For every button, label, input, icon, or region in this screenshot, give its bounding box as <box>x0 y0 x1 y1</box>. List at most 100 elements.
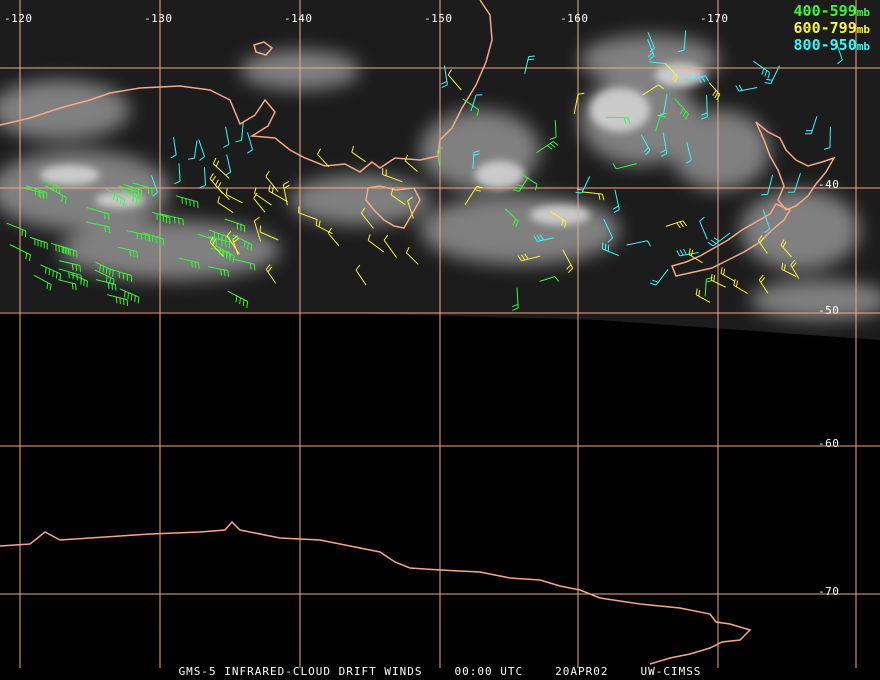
wind-barb <box>447 69 462 91</box>
wind-barb <box>835 41 843 65</box>
wind-barb <box>612 189 620 214</box>
wind-barb <box>684 75 710 83</box>
wind-barb <box>6 222 27 238</box>
caption-product: GMS-5 INFRARED-CLOUD DRIFT WINDS <box>178 665 423 678</box>
wind-barb <box>86 207 110 221</box>
wind-barb <box>57 279 77 291</box>
wind-barb <box>351 145 366 163</box>
wind-barb <box>224 218 246 233</box>
wind-barb <box>95 279 117 291</box>
wind-barb <box>85 221 111 234</box>
legend-range: 600-799 <box>793 19 857 37</box>
wind-barb <box>436 147 444 169</box>
wind-barb <box>665 220 688 229</box>
wind-barb <box>58 268 82 282</box>
wind-barb <box>210 247 231 259</box>
wind-barb <box>464 185 484 205</box>
lon-label-140: -140 <box>284 12 313 25</box>
wind-barb <box>253 216 262 242</box>
wind-barb <box>603 218 614 243</box>
wind-barb <box>208 236 231 249</box>
wind-barb <box>232 235 240 255</box>
wind-barb <box>708 82 721 101</box>
wind-barb <box>440 65 448 89</box>
wind-barb <box>780 239 792 258</box>
wind-barb <box>209 173 223 194</box>
wind-barb <box>462 98 480 116</box>
wind-barb <box>504 208 519 228</box>
wind-barb <box>383 234 398 258</box>
wind-barb <box>520 173 538 191</box>
wind-barb <box>227 290 249 308</box>
wind-barb <box>223 126 230 148</box>
wind-barb <box>315 218 333 235</box>
wind-barb <box>707 232 731 247</box>
wind-barb <box>787 172 801 193</box>
wind-barb <box>355 264 367 286</box>
new-zealand-north <box>755 121 836 211</box>
wind-barb <box>390 188 406 206</box>
wind-barb <box>472 150 481 169</box>
wind-barb <box>575 176 591 194</box>
wind-barb <box>170 137 177 159</box>
wind-barb <box>660 132 668 157</box>
tasmania <box>365 185 421 229</box>
wind-barb <box>268 184 288 203</box>
wind-barb <box>735 84 758 92</box>
wind-barb <box>677 30 687 53</box>
caption-date: 20APR02 <box>555 665 609 678</box>
wind-barb <box>757 235 768 254</box>
wind-barb <box>657 93 668 117</box>
kangaroo-island <box>253 41 274 56</box>
wind-barb <box>188 140 198 160</box>
wind-barb <box>132 182 153 195</box>
wind-barb <box>665 63 679 83</box>
image-caption: GMS-5 INFRARED-CLOUD DRIFT WINDS 00:00 UT… <box>0 665 880 678</box>
wind-barb <box>733 278 748 294</box>
wind-barb <box>758 274 769 294</box>
legend-600-799: 600-799mb <box>794 19 870 39</box>
wind-barb <box>175 195 199 209</box>
wind-barb <box>232 234 253 251</box>
wind-barb <box>649 268 669 286</box>
wind-barb <box>33 274 52 291</box>
wind-barb <box>699 216 708 240</box>
lon-label-120: -120 <box>4 12 33 25</box>
legend-800-950: 800-950mb <box>794 36 870 56</box>
wind-barb <box>106 188 126 206</box>
wind-barb <box>612 163 638 170</box>
wind-barb <box>9 244 31 262</box>
wind-barb <box>119 288 140 304</box>
wind-barb <box>790 259 800 279</box>
wind-barb <box>647 39 655 61</box>
lon-label-160: -160 <box>560 12 589 25</box>
wind-barb <box>762 209 771 234</box>
wind-barb <box>626 240 652 247</box>
legend-unit: mb <box>856 40 870 53</box>
wind-barb <box>640 134 651 156</box>
wind-barb <box>674 98 689 120</box>
wind-barb <box>121 188 142 206</box>
wind-barb <box>695 288 711 303</box>
wind-barb <box>536 141 559 154</box>
wind-barb <box>265 170 279 192</box>
wind-barb <box>50 242 70 255</box>
wind-barb <box>199 167 206 189</box>
wind-barb <box>550 210 567 228</box>
wind-barb <box>407 196 414 219</box>
wind-barb <box>524 55 535 75</box>
wind-barb <box>753 60 771 79</box>
wind-barb <box>327 227 340 247</box>
wind-barb <box>259 225 279 241</box>
wind-barb <box>179 257 200 269</box>
wind-barb <box>761 174 774 196</box>
new-zealand-south <box>670 203 792 277</box>
wind-barb <box>174 163 181 185</box>
lat-label-50: -50 <box>818 304 840 317</box>
wind-barb <box>517 253 541 262</box>
wind-barb <box>23 187 45 200</box>
wind-barb <box>232 258 256 271</box>
